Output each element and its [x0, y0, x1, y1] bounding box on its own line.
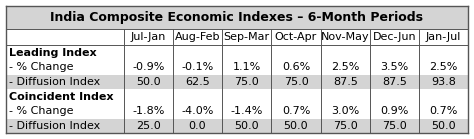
- Text: -1.8%: -1.8%: [132, 106, 164, 116]
- Text: Leading Index: Leading Index: [9, 48, 96, 58]
- Text: Oct-Apr: Oct-Apr: [275, 32, 317, 42]
- Text: - % Change: - % Change: [9, 106, 73, 116]
- Text: 75.0: 75.0: [382, 121, 407, 131]
- Text: 0.0: 0.0: [189, 121, 206, 131]
- Text: 3.0%: 3.0%: [331, 106, 359, 116]
- Text: 75.0: 75.0: [333, 121, 357, 131]
- Text: Sep-Mar: Sep-Mar: [224, 32, 270, 42]
- Text: 0.9%: 0.9%: [380, 106, 409, 116]
- Text: Jan-Jul: Jan-Jul: [426, 32, 461, 42]
- Text: Aug-Feb: Aug-Feb: [175, 32, 220, 42]
- Text: 93.8: 93.8: [431, 77, 456, 87]
- Text: 75.0: 75.0: [283, 77, 309, 87]
- Text: India Composite Economic Indexes – 6-Month Periods: India Composite Economic Indexes – 6-Mon…: [51, 11, 423, 24]
- Text: -4.0%: -4.0%: [182, 106, 214, 116]
- Bar: [6, 45, 468, 60]
- Text: 2.5%: 2.5%: [429, 62, 458, 72]
- Text: - Diffusion Index: - Diffusion Index: [9, 121, 100, 131]
- Text: 50.0: 50.0: [283, 121, 308, 131]
- Text: 0.7%: 0.7%: [429, 106, 458, 116]
- Text: 75.0: 75.0: [234, 77, 259, 87]
- Text: 50.0: 50.0: [235, 121, 259, 131]
- Text: - Diffusion Index: - Diffusion Index: [9, 77, 100, 87]
- Text: -1.4%: -1.4%: [230, 106, 263, 116]
- Text: Dec-Jun: Dec-Jun: [373, 32, 416, 42]
- Text: 25.0: 25.0: [136, 121, 161, 131]
- Text: Jul-Jan: Jul-Jan: [131, 32, 166, 42]
- Text: 62.5: 62.5: [185, 77, 210, 87]
- Bar: [6, 89, 468, 104]
- Text: 50.0: 50.0: [136, 77, 161, 87]
- Text: 3.5%: 3.5%: [380, 62, 409, 72]
- Text: Nov-May: Nov-May: [321, 32, 370, 42]
- Text: 87.5: 87.5: [382, 77, 407, 87]
- Bar: [6, 104, 468, 119]
- Text: 0.6%: 0.6%: [282, 62, 310, 72]
- Text: -0.1%: -0.1%: [182, 62, 214, 72]
- Bar: [6, 6, 468, 29]
- Bar: [6, 75, 468, 89]
- Text: Coincident Index: Coincident Index: [9, 92, 113, 102]
- Text: -0.9%: -0.9%: [132, 62, 164, 72]
- Bar: [6, 119, 468, 133]
- Text: 1.1%: 1.1%: [233, 62, 261, 72]
- Text: 87.5: 87.5: [333, 77, 358, 87]
- Text: 0.7%: 0.7%: [282, 106, 310, 116]
- Text: - % Change: - % Change: [9, 62, 73, 72]
- Bar: [6, 29, 468, 45]
- Bar: [6, 60, 468, 75]
- Text: 2.5%: 2.5%: [331, 62, 359, 72]
- Text: 50.0: 50.0: [431, 121, 456, 131]
